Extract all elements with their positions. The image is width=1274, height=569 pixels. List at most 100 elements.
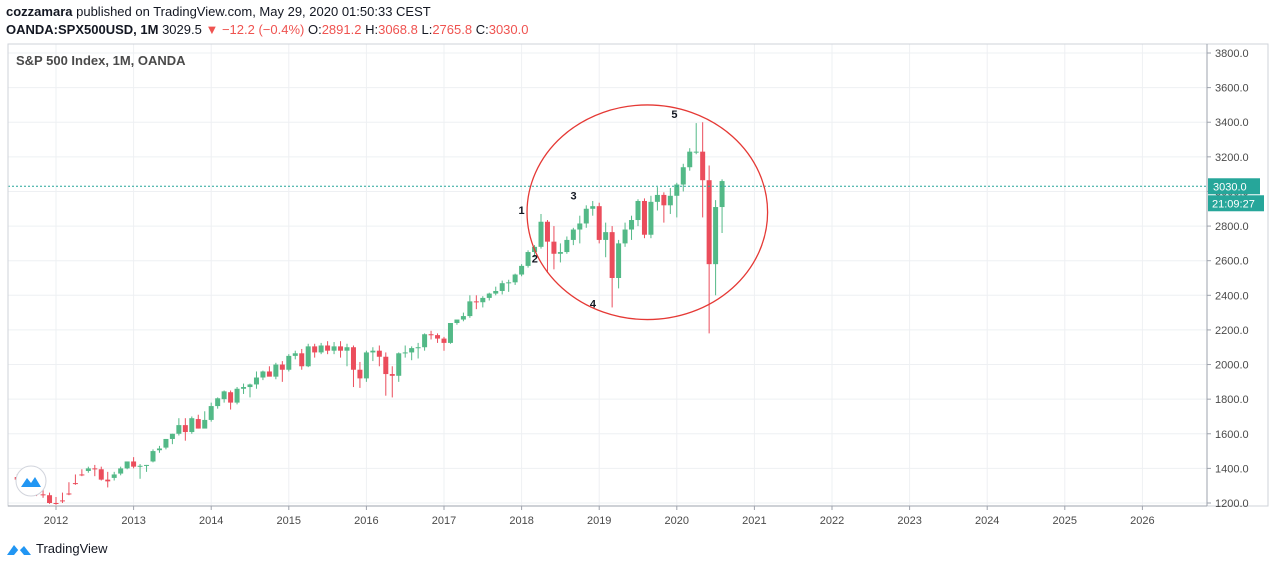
x-tick-label: 2019: [587, 515, 611, 527]
candle-body: [616, 243, 622, 278]
candle: [325, 341, 331, 355]
brand-name: TradingView: [36, 541, 108, 556]
candle: [428, 330, 434, 340]
last-price: 3029.5: [162, 22, 202, 37]
candle: [72, 474, 78, 485]
y-tick-label: 3200.0: [1215, 152, 1249, 164]
y-tick-label: 3800.0: [1215, 48, 1249, 60]
chart-title: S&P 500 Index, 1M, OANDA: [16, 53, 186, 68]
candle-body: [59, 500, 65, 502]
x-tick-label: 2018: [509, 515, 533, 527]
candle-body: [674, 184, 680, 196]
change-value: −12.2 (−0.4%): [221, 22, 305, 37]
candle-body: [577, 223, 583, 230]
candle: [350, 345, 356, 388]
candle-body: [47, 495, 53, 503]
author-name[interactable]: cozzamara: [6, 4, 73, 19]
candle: [131, 457, 137, 469]
candle: [357, 361, 363, 388]
candle: [693, 123, 699, 155]
candle-body: [247, 384, 253, 388]
y-tick-label: 2600.0: [1215, 256, 1249, 268]
candle-body: [706, 180, 712, 265]
candle-body: [79, 474, 85, 476]
footer-brand[interactable]: TradingView: [6, 541, 108, 556]
candle: [596, 202, 602, 244]
candle-body: [253, 377, 259, 385]
candle: [609, 226, 615, 308]
candle-body: [260, 371, 266, 378]
candle-body: [454, 319, 460, 323]
candle-body: [687, 151, 693, 168]
y-tick-label: 2200.0: [1215, 325, 1249, 337]
candle: [266, 366, 272, 377]
candle: [253, 371, 259, 389]
candle: [344, 343, 350, 367]
candle-body: [189, 418, 195, 433]
wave-label: 4: [590, 298, 597, 310]
candle: [422, 333, 428, 351]
candle: [150, 449, 156, 463]
candle-body: [396, 353, 402, 376]
candle-body: [118, 468, 124, 474]
candle: [460, 312, 466, 322]
candle: [202, 411, 208, 429]
candle-body: [506, 282, 512, 284]
candle-body: [66, 493, 72, 495]
candle: [247, 383, 253, 398]
candle-body: [544, 221, 550, 242]
x-tick-label: 2026: [1130, 515, 1154, 527]
candle-body: [473, 301, 479, 303]
candle: [305, 343, 311, 368]
candle-body: [331, 346, 337, 351]
x-tick-label: 2020: [665, 515, 689, 527]
axes-layer: 1200.0 1400.0 1600.0 1800.0 2000.0 2200.0 2400…: [7, 43, 1269, 527]
y-tick-label: 2000.0: [1215, 360, 1249, 372]
candle-body: [370, 350, 376, 353]
candles-layer: [14, 122, 725, 505]
candle-body: [480, 297, 486, 303]
candle-body: [182, 425, 188, 433]
candle: [53, 496, 59, 505]
candle: [519, 264, 525, 277]
candle-body: [680, 167, 686, 185]
candle-body: [163, 438, 169, 448]
open-value: 2891.2: [321, 22, 362, 37]
candle: [480, 296, 486, 308]
candle-body: [609, 232, 615, 278]
candle-body: [583, 208, 589, 224]
candle-body: [131, 461, 137, 467]
candle: [635, 199, 641, 227]
x-tick-label: 2015: [277, 515, 301, 527]
candle-body: [208, 406, 214, 420]
candle-body: [622, 229, 628, 244]
candle-body: [441, 338, 447, 343]
watermark-circle: [15, 465, 47, 497]
price-badge: 3030.0: [1208, 178, 1260, 195]
candle: [506, 279, 512, 292]
candle-body: [156, 448, 162, 451]
candle: [409, 346, 415, 361]
candle: [118, 466, 124, 476]
candle: [182, 418, 188, 441]
candle: [318, 342, 324, 355]
candle: [208, 402, 214, 422]
candle-body: [635, 200, 641, 221]
candle: [454, 319, 460, 325]
candle-body: [700, 151, 706, 181]
x-tick-label: 2012: [44, 515, 68, 527]
candle: [616, 239, 622, 289]
candle: [331, 342, 337, 355]
candle-body: [215, 398, 221, 407]
wave-label: 3: [571, 190, 577, 202]
candle-body: [460, 316, 466, 320]
countdown-badge-bg: [1208, 195, 1264, 212]
candle: [648, 195, 654, 239]
candle-body: [402, 352, 408, 354]
candle-body: [72, 483, 78, 485]
candle-body: [447, 323, 453, 343]
candle: [111, 471, 117, 481]
x-tick-label: 2017: [432, 515, 456, 527]
candle-body: [693, 151, 699, 153]
